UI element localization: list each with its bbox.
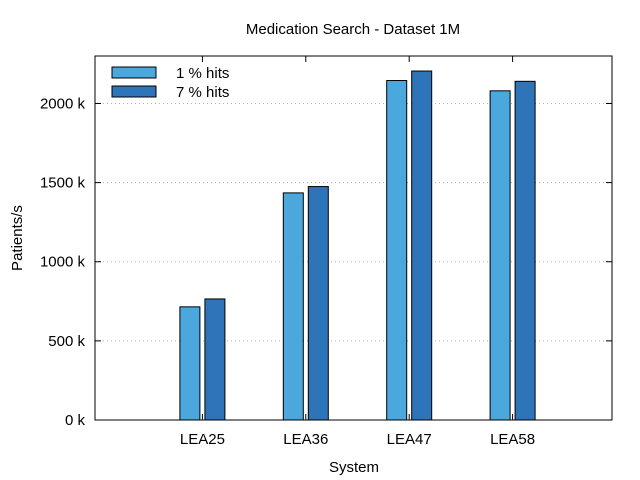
bars [179,70,536,421]
bar-lea36-series-2 [307,186,329,421]
y-tick-label: 2000 k [40,95,86,112]
plot-frame [94,55,613,421]
bar-lea47-series-1 [386,80,408,421]
y-tick-label: 1500 k [40,175,86,192]
legend-label: 7 % hits [176,84,229,101]
bar-lea36-series-1 [282,192,304,421]
bar-lea58-series-2 [514,80,536,421]
y-tick-label: 1000 k [40,254,86,271]
y-axis-title: Patients/s [9,205,26,271]
x-tick-label: LEA36 [283,431,328,448]
y-tick-label: 500 k [48,333,85,350]
legend: 1 % hits 7 % hits [111,65,229,101]
legend-label: 1 % hits [176,65,229,82]
x-tick-label: LEA25 [180,431,225,448]
x-axis-title: System [329,459,379,476]
bar-lea25-series-2 [204,298,226,421]
chart-title: Medication Search - Dataset 1M [246,21,460,38]
x-axis: LEA25 LEA36 LEA47 LEA58 [180,56,535,448]
bar-lea25-series-1 [179,306,201,421]
x-tick-label: LEA58 [490,431,535,448]
y-axis: 0 k 500 k 1000 k 1500 k 2000 k [40,95,612,429]
legend-swatch [111,85,157,98]
x-tick-label: LEA47 [387,431,432,448]
legend-swatch [111,66,157,79]
y-tick-label: 0 k [65,412,86,429]
bar-lea47-series-2 [411,70,433,421]
bar-lea58-series-1 [489,90,511,421]
